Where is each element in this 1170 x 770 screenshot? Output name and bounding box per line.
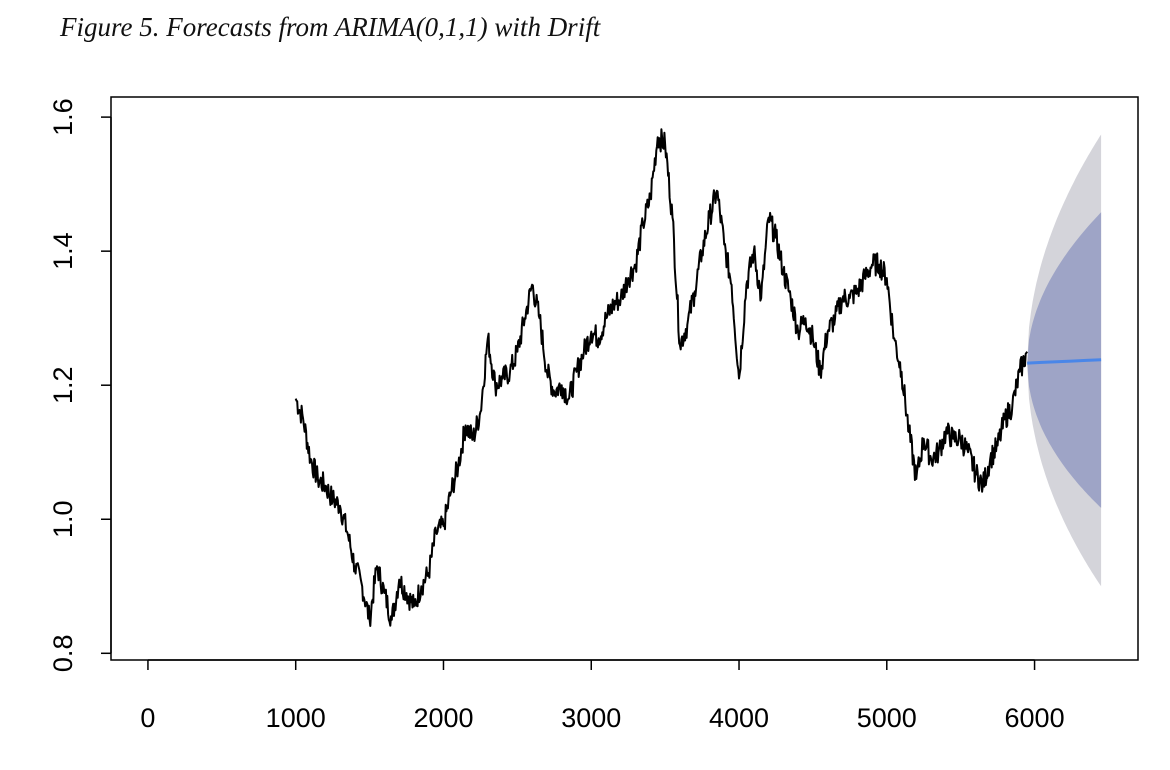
forecast-line [1027, 358, 1102, 365]
x-tick-label: 4000 [709, 703, 769, 733]
plot-frame [110, 96, 1139, 661]
series-line [294, 128, 1029, 627]
observed-series [294, 128, 1029, 627]
y-tick-label: 1.0 [48, 500, 78, 538]
x-tick-label: 0 [140, 703, 155, 733]
y-tick-label: 1.6 [48, 98, 78, 136]
x-tick-label: 1000 [266, 703, 326, 733]
y-tick-label: 1.2 [48, 366, 78, 404]
y-tick-label: 0.8 [48, 635, 78, 673]
figure-caption: Figure 5. Forecasts from ARIMA(0,1,1) wi… [60, 12, 601, 42]
x-tick-label: 3000 [561, 703, 621, 733]
x-tick-label: 6000 [1005, 703, 1065, 733]
x-tick-label: 2000 [413, 703, 473, 733]
plot-axes: 0 1000 2000 3000 4000 5000 6000 0.8 1.0 1.2 1.4 1.6 [48, 96, 1139, 733]
x-tick-label: 5000 [857, 703, 917, 733]
y-tick-label: 1.4 [48, 232, 78, 270]
forecast-mean-line [1027, 358, 1102, 365]
